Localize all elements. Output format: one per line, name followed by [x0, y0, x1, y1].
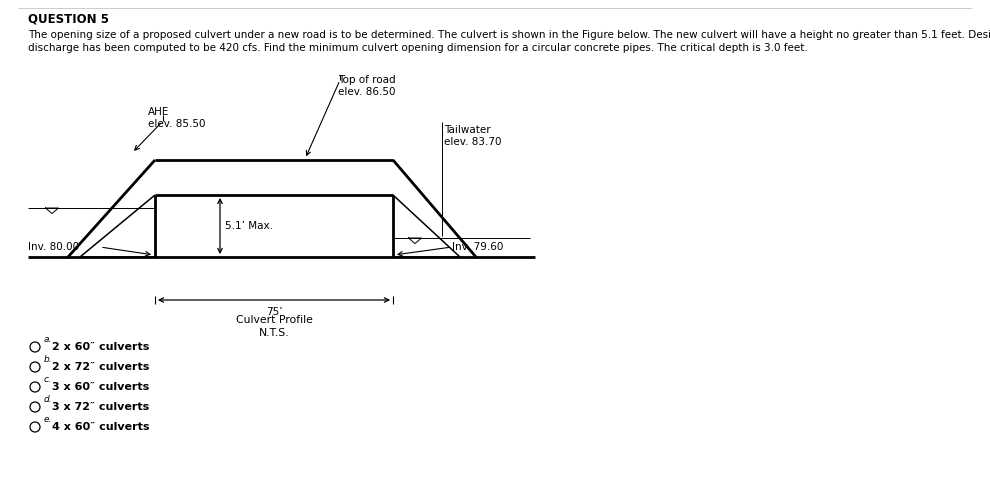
- Text: Inv. 80.00: Inv. 80.00: [28, 242, 79, 252]
- Text: 2 x 60″ culverts: 2 x 60″ culverts: [52, 342, 149, 352]
- Text: Top of road
elev. 86.50: Top of road elev. 86.50: [338, 75, 396, 97]
- Text: c.: c.: [44, 375, 51, 384]
- Text: discharge has been computed to be 420 cfs. Find the minimum culvert opening dime: discharge has been computed to be 420 cf…: [28, 43, 808, 53]
- Text: 2 x 72″ culverts: 2 x 72″ culverts: [52, 362, 149, 372]
- Text: 3 x 72″ culverts: 3 x 72″ culverts: [52, 402, 149, 412]
- Text: 5.1’ Max.: 5.1’ Max.: [225, 221, 273, 231]
- Text: The opening size of a proposed culvert under a new road is to be determined. The: The opening size of a proposed culvert u…: [28, 30, 990, 40]
- Text: a.: a.: [44, 335, 52, 344]
- Text: e.: e.: [44, 415, 52, 424]
- Text: N.T.S.: N.T.S.: [258, 328, 289, 338]
- Text: Tailwater
elev. 83.70: Tailwater elev. 83.70: [444, 125, 502, 147]
- Text: d.: d.: [44, 395, 52, 404]
- Text: 3 x 60″ culverts: 3 x 60″ culverts: [52, 382, 149, 392]
- Text: 4 x 60″ culverts: 4 x 60″ culverts: [52, 422, 149, 432]
- Text: 75’: 75’: [265, 307, 282, 317]
- Text: b.: b.: [44, 355, 52, 364]
- Text: Inv. 79.60: Inv. 79.60: [452, 242, 503, 252]
- Text: Culvert Profile: Culvert Profile: [236, 315, 313, 325]
- Text: QUESTION 5: QUESTION 5: [28, 12, 109, 25]
- Text: AHE
elev. 85.50: AHE elev. 85.50: [148, 107, 206, 129]
